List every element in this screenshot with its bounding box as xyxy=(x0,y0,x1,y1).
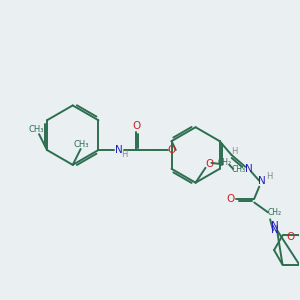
Text: H: H xyxy=(121,151,128,160)
Text: N: N xyxy=(271,225,279,235)
Text: H: H xyxy=(266,172,272,181)
Text: N: N xyxy=(271,221,279,231)
Text: O: O xyxy=(226,194,235,203)
Text: CH₂: CH₂ xyxy=(217,158,231,167)
Text: H: H xyxy=(231,148,238,157)
Text: O: O xyxy=(205,159,214,169)
Text: O: O xyxy=(287,232,295,242)
Text: CH₃: CH₃ xyxy=(74,140,89,148)
Text: O: O xyxy=(132,121,140,131)
Text: N: N xyxy=(116,145,123,155)
Text: O: O xyxy=(168,145,176,155)
Text: CH₃: CH₃ xyxy=(28,125,44,134)
Text: N: N xyxy=(245,164,253,174)
Text: CH₂: CH₂ xyxy=(268,208,282,217)
Text: CH₃: CH₃ xyxy=(232,165,246,174)
Text: N: N xyxy=(258,176,266,186)
